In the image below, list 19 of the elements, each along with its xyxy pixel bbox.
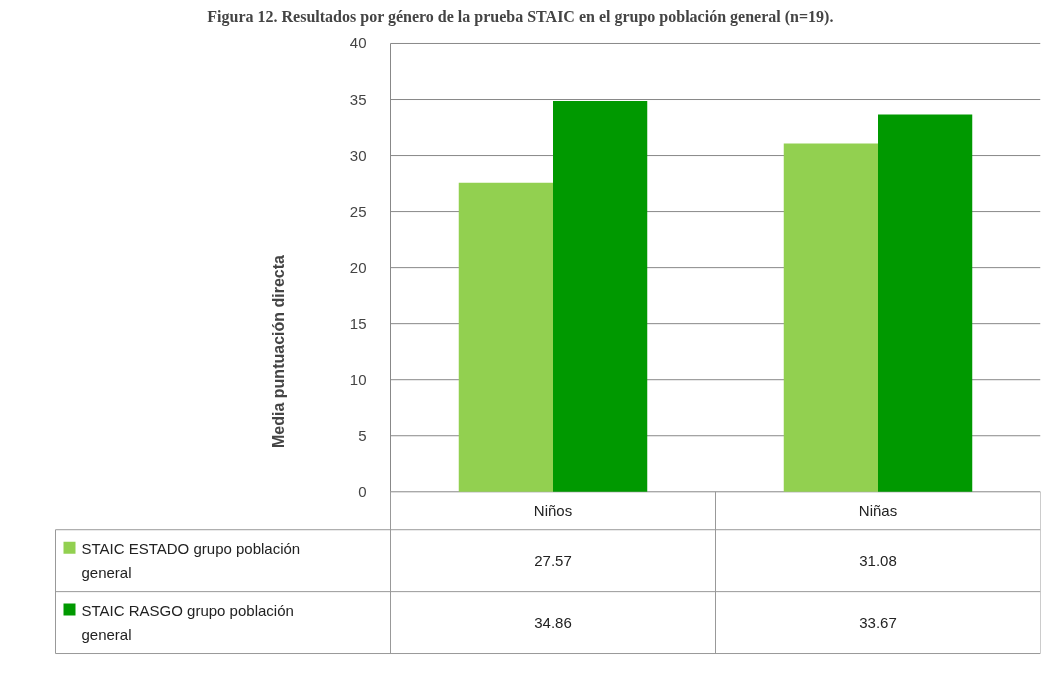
y-tick-label: 5 bbox=[358, 426, 367, 444]
y-axis-title: Media puntuación directa bbox=[269, 254, 287, 448]
chart-title: Figura 12. Resultados por género de la prueba STAIC en el grupo población general (n=19). bbox=[207, 7, 834, 26]
y-tick-label: 25 bbox=[349, 202, 367, 220]
y-tick-label: 40 bbox=[349, 34, 367, 52]
y-tick-label: 20 bbox=[349, 258, 367, 276]
data-label: 34.86 bbox=[534, 613, 572, 631]
y-tick-label: 0 bbox=[358, 482, 367, 500]
legend-label: STAIC RASGO grupo población general bbox=[81, 601, 294, 644]
data-label: 27.57 bbox=[534, 551, 572, 569]
y-tick-label: 30 bbox=[349, 146, 367, 164]
y-tick-label: 15 bbox=[349, 314, 367, 332]
y-tick-label: 10 bbox=[349, 370, 367, 388]
data-label: 33.67 bbox=[859, 613, 897, 631]
x-tick-label: Niñas bbox=[858, 502, 898, 520]
data-label: 31.08 bbox=[859, 551, 897, 569]
y-tick-label: 35 bbox=[349, 90, 367, 108]
x-tick-label: Niños bbox=[533, 502, 573, 520]
legend-label: STAIC ESTADO grupo población general bbox=[81, 539, 301, 582]
